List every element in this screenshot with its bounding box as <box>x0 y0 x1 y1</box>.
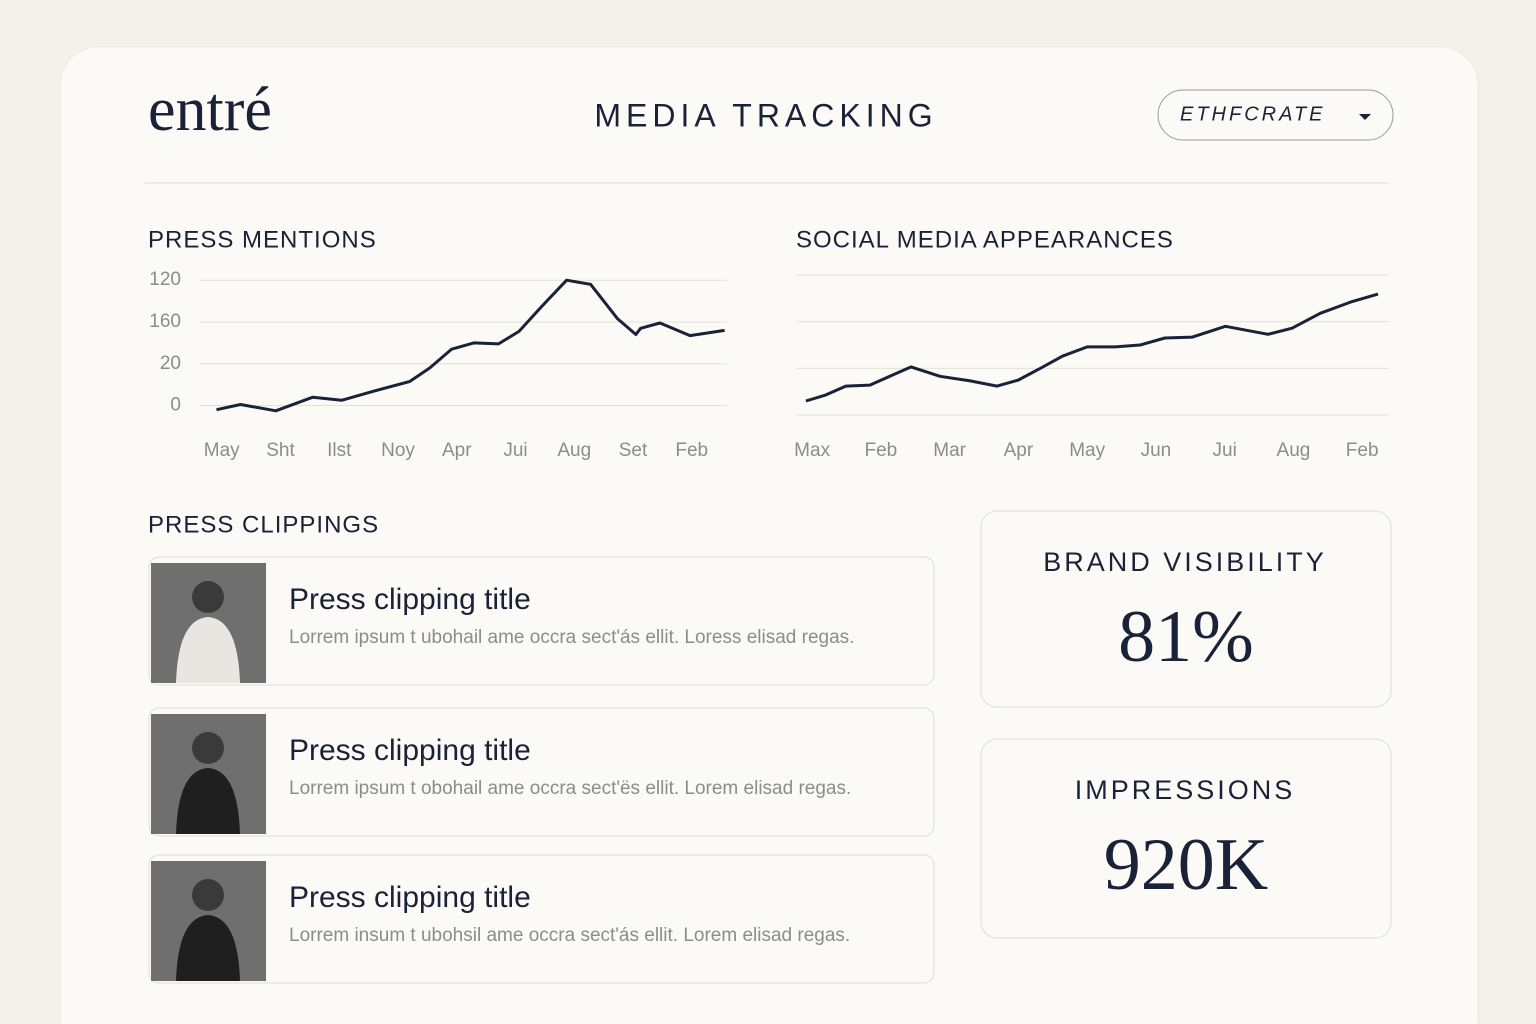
photo-body <box>176 915 240 981</box>
page-title: MEDIA TRACKING <box>594 97 937 133</box>
metric-label: IMPRESSIONS <box>1075 775 1296 805</box>
dropdown-caret[interactable] <box>1359 114 1371 120</box>
y-tick-label: 120 <box>149 269 181 290</box>
charts: PRESS MENTIONS 0 20 160 120 May Sht Ilst Noy Apr J… <box>148 226 1389 461</box>
clipping-card[interactable]: Press clipping title Lorrem ipsum t uboha… <box>148 556 935 686</box>
photo-body <box>176 768 240 834</box>
metric-value: 81% <box>1118 596 1254 678</box>
x-tick-label: Apr <box>1004 440 1034 461</box>
clipping-list: Press clipping title Lorrem ipsum t uboha… <box>148 556 935 984</box>
metric-label: BRAND VISIBILITY <box>1043 547 1327 577</box>
clipping-card[interactable]: Press clipping title Lorrem ipsum t oboha… <box>148 707 935 837</box>
x-tick-label: Max <box>794 440 830 461</box>
line <box>805 292 1379 403</box>
x-tick-label: Feb <box>865 440 898 461</box>
x-tick-label: Jun <box>1141 440 1172 461</box>
photo-head <box>192 581 224 613</box>
clipping-text: Lorrem ipsum t obohail ame occra sect'ës… <box>289 778 851 799</box>
line <box>216 278 725 413</box>
chart-title: PRESS MENTIONS <box>148 226 377 253</box>
x-tick-label: Jui <box>1213 440 1237 461</box>
x-tick-label: Set <box>619 440 648 461</box>
clipping-text: Lorrem ipsum t ubohail ame occra sect'ás… <box>289 627 854 648</box>
x-tick-label: Aug <box>557 440 591 461</box>
x-tick-label: Aug <box>1277 440 1311 461</box>
x-tick-label: Sht <box>266 440 295 461</box>
y-tick-label: 0 <box>170 395 181 416</box>
x-tick-label: Mar <box>933 440 966 461</box>
x-tick-label: May <box>204 440 240 461</box>
chart-title: SOCIAL MEDIA APPEARANCES <box>796 226 1174 253</box>
dropdown-label[interactable]: ETHFCRATE <box>1180 103 1326 125</box>
metric-box <box>980 510 1392 708</box>
photo-head <box>192 879 224 911</box>
photo-head <box>192 732 224 764</box>
x-tick-label: Noy <box>381 440 415 461</box>
clipping-box[interactable] <box>148 854 935 984</box>
x-tick-label: Feb <box>675 440 708 461</box>
clipping-title: Press clipping title <box>289 583 531 616</box>
dropdown-box[interactable] <box>1157 89 1394 141</box>
metric-list: BRAND VISIBILITY 81% IMPRESSIONS 920K <box>980 510 1392 939</box>
photo-body <box>176 617 240 683</box>
x-tick-label: Ilst <box>327 440 352 461</box>
logo: entré <box>148 76 272 144</box>
dropdown[interactable]: ETHFCRATE <box>1157 89 1394 141</box>
clipping-box[interactable] <box>148 707 935 837</box>
y-tick-label: 160 <box>149 311 181 332</box>
x-tick-label: Jui <box>503 440 527 461</box>
section-title: PRESS CLIPPINGS <box>148 511 379 538</box>
clipping-card[interactable]: Press clipping title Lorrem insum t ubohs… <box>148 854 935 984</box>
metric-value: 920K <box>1104 824 1268 906</box>
clipping-title: Press clipping title <box>289 881 531 914</box>
x-tick-label: May <box>1069 440 1105 461</box>
clipping-title: Press clipping title <box>289 734 531 767</box>
x-tick-label: Apr <box>442 440 472 461</box>
clipping-text: Lorrem insum t ubohsil ame occra sect'ás… <box>289 925 850 946</box>
x-tick-label: Feb <box>1346 440 1379 461</box>
y-tick-label: 20 <box>160 353 181 374</box>
metric-box <box>980 738 1392 939</box>
clipping-box[interactable] <box>148 556 935 686</box>
